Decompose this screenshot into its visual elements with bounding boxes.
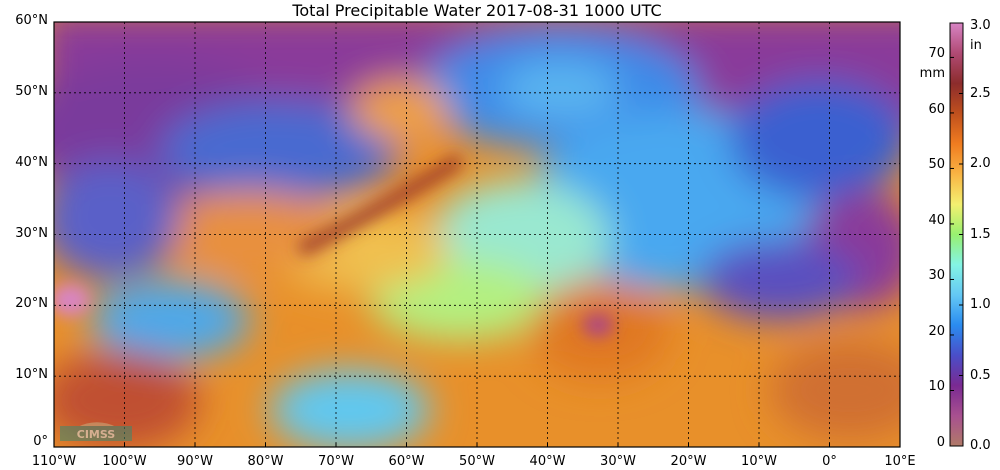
grid-lines <box>54 22 900 447</box>
colorbar-in-label: 2.5 <box>970 85 991 101</box>
lon-label: 10°E <box>884 454 916 469</box>
colorbar-mm-label: 50 <box>928 157 945 173</box>
colorbar-mm-unit: mm <box>919 66 945 81</box>
colorbar-in-label: 1.5 <box>970 226 991 242</box>
lat-label: 40°N <box>15 154 48 170</box>
colorbar-in-unit: in <box>970 38 982 53</box>
tpw-field <box>54 22 900 447</box>
lon-label: 70°W <box>318 454 354 469</box>
lon-label: 10°W <box>741 454 777 469</box>
colorbar-in-label: 1.0 <box>970 297 991 312</box>
colorbar-in-label: 0.0 <box>970 438 991 453</box>
lon-label: 40°W <box>529 454 566 469</box>
lon-label: 60°W <box>388 454 425 469</box>
lon-label: 0° <box>822 454 837 469</box>
lon-label: 110°W <box>31 454 77 469</box>
colorbar-mm-label: 70 <box>928 46 945 62</box>
colorbar-in-label: 0.5 <box>970 367 991 383</box>
colorbar-in-label: 3.0 <box>970 18 991 33</box>
colorbar-mm-label: 30 <box>928 268 945 284</box>
colorbar-in-label: 2.0 <box>970 156 991 171</box>
lon-label: 50°W <box>459 454 495 469</box>
lat-label: 20°N <box>15 296 48 312</box>
lat-label: 0° <box>33 434 48 449</box>
lat-label: 50°N <box>15 83 48 99</box>
lat-label: 60°N <box>15 13 48 28</box>
colorbar-mm-label: 20 <box>928 323 945 339</box>
lon-label: 80°W <box>247 454 284 469</box>
colorbar-mm-label: 0 <box>936 435 945 450</box>
svg-text:CIMSS: CIMSS <box>77 428 116 441</box>
lon-label: 20°W <box>670 454 707 469</box>
lat-label: 10°N <box>15 367 48 383</box>
lon-label: 90°W <box>177 454 213 469</box>
logo-cimss: CIMSS <box>60 422 132 441</box>
colorbar-mm-label: 10 <box>928 379 945 395</box>
colorbar-mm-label: 40 <box>928 212 945 228</box>
colorbar-mm-label: 60 <box>928 101 945 117</box>
lat-label: 30°N <box>15 225 48 241</box>
lon-label: 100°W <box>102 454 147 469</box>
map-title: Total Precipitable Water 2017-08-31 1000… <box>292 1 662 20</box>
lon-label: 30°W <box>600 454 636 469</box>
